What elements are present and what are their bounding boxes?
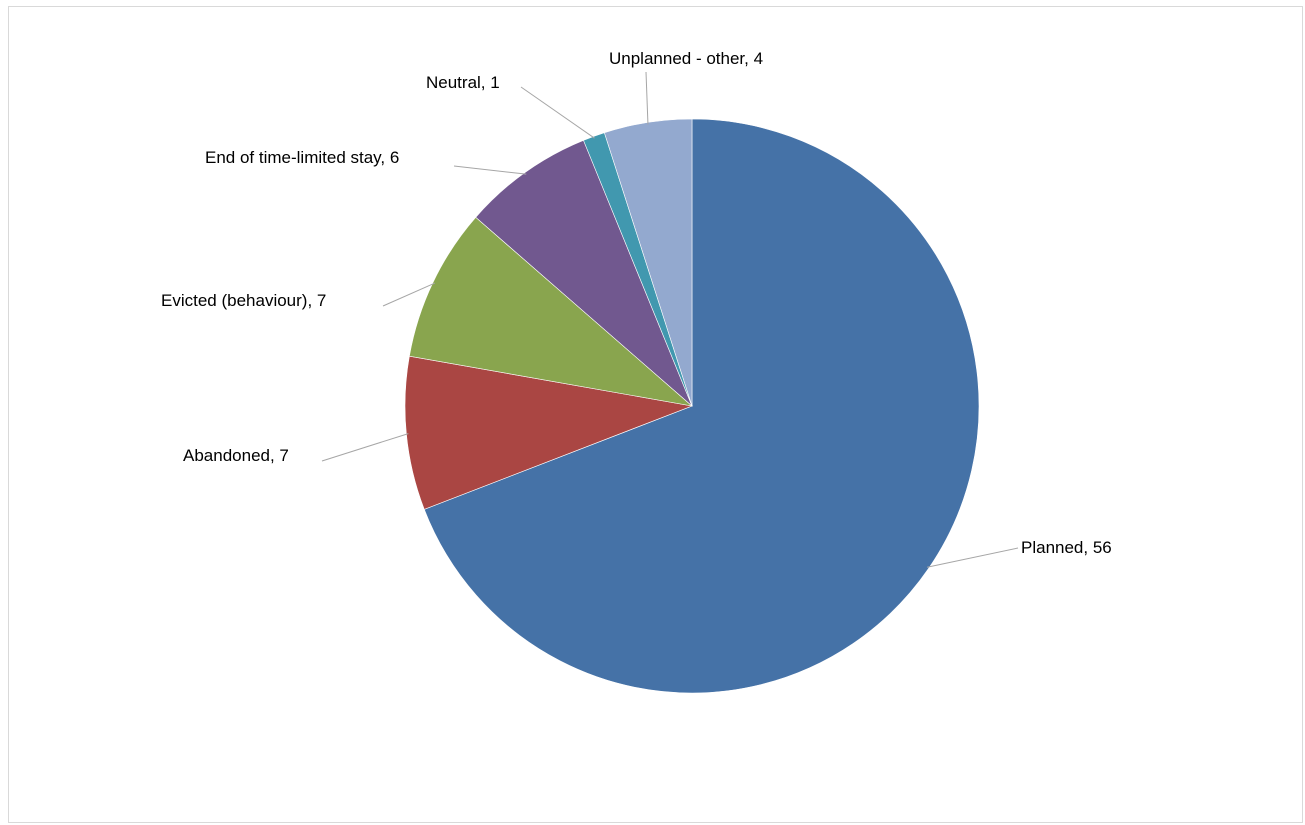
data-label-evicted-behaviour: Evicted (behaviour), 7 (161, 291, 326, 310)
leader-line-planned (926, 547, 1019, 568)
data-label-planned: Planned, 56 (1021, 538, 1112, 557)
leader-line-unplanned-other (645, 71, 649, 125)
data-label-neutral: Neutral, 1 (426, 73, 500, 92)
pie-slice-evicted-behaviour (409, 216, 694, 407)
pie-slices (404, 118, 980, 694)
leader-line-end-of-time-limited-stay (453, 165, 527, 175)
pie-slice-planned (423, 118, 980, 694)
data-label-abandoned: Abandoned, 7 (183, 446, 289, 465)
leader-line-abandoned (321, 433, 409, 462)
data-label-unplanned-other: Unplanned - other, 4 (609, 49, 763, 68)
leader-line-evicted-behaviour (382, 282, 436, 307)
data-labels: Planned, 56 Abandoned, 7 Evicted (behavi… (161, 49, 1112, 557)
data-label-end-of-time-limited-stay: End of time-limited stay, 6 (205, 148, 399, 167)
label-leader-lines (321, 71, 1019, 568)
pie-slice-end-of-time-limited-stay (475, 139, 693, 407)
leader-line-neutral (520, 86, 595, 139)
